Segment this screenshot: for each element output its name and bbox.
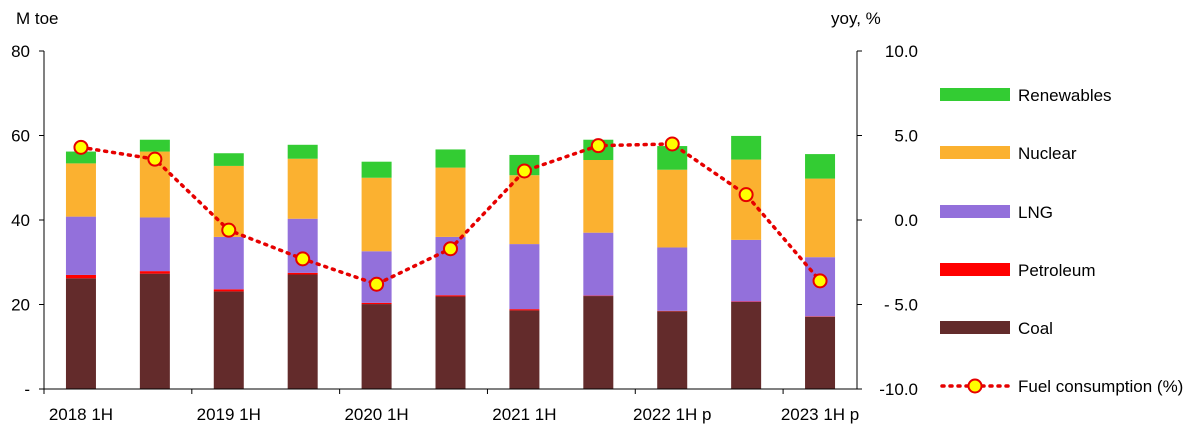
left-tick-label: 20 bbox=[11, 296, 30, 315]
bar-renewables bbox=[435, 149, 466, 168]
bar-lng bbox=[657, 247, 688, 311]
bar-renewables bbox=[657, 146, 688, 170]
line-marker bbox=[738, 187, 754, 203]
left-tick-label: - bbox=[24, 380, 30, 399]
x-tick-label: 2018 1H bbox=[49, 405, 113, 424]
legend-label-fuel-consumption: Fuel consumption (%) bbox=[1018, 377, 1183, 396]
legend-label-lng: LNG bbox=[1018, 203, 1053, 222]
bar-coal bbox=[361, 304, 392, 389]
x-axis-labels: 2018 1H 2019 1H 2020 1H 2021 1H 2022 1H p 202… bbox=[49, 405, 859, 424]
bar-lng bbox=[583, 232, 614, 296]
bar-nuclear bbox=[287, 158, 318, 219]
bar-nuclear bbox=[361, 177, 392, 252]
bar-coal bbox=[65, 278, 96, 389]
fuel-consumption-line bbox=[73, 136, 828, 292]
bar-renewables bbox=[361, 161, 392, 178]
bar-nuclear bbox=[657, 169, 688, 248]
bar-nuclear bbox=[583, 160, 614, 233]
line-marker bbox=[221, 222, 237, 238]
legend-label-coal: Coal bbox=[1018, 319, 1053, 338]
bar-coal bbox=[731, 301, 762, 389]
x-tick-label: 2023 1H p bbox=[781, 405, 859, 424]
line-marker bbox=[664, 136, 680, 152]
right-tick-label: 0.0 bbox=[894, 211, 918, 230]
bar-coal bbox=[213, 291, 244, 389]
bar-lng bbox=[509, 244, 540, 310]
left-tick-label: 60 bbox=[11, 127, 30, 146]
right-tick-label: -10.0 bbox=[879, 380, 918, 399]
line-marker bbox=[443, 241, 458, 257]
bar-petroleum bbox=[139, 271, 170, 274]
x-tick-label: 2019 1H bbox=[197, 405, 261, 424]
legend-label-nuclear: Nuclear bbox=[1018, 144, 1077, 163]
legend: Renewables Nuclear LNG Petroleum Coal Fuel co… bbox=[940, 86, 1183, 396]
left-axis: - 20 40 60 80 bbox=[11, 42, 44, 399]
line-marker bbox=[295, 251, 311, 267]
bar-petroleum bbox=[361, 302, 392, 305]
left-tick-label: 40 bbox=[11, 211, 30, 230]
bar-coal bbox=[805, 316, 836, 389]
bar-renewables bbox=[287, 144, 318, 159]
line-marker bbox=[812, 273, 828, 289]
line-marker bbox=[73, 139, 89, 155]
bar-coal bbox=[509, 310, 540, 389]
bar-petroleum bbox=[435, 295, 466, 297]
bar-renewables bbox=[805, 154, 836, 179]
axes-lines bbox=[43, 51, 858, 394]
legend-line-marker bbox=[967, 378, 983, 394]
bar-coal bbox=[657, 311, 688, 389]
bar-lng bbox=[65, 216, 96, 275]
bar-lng bbox=[213, 236, 244, 290]
left-tick-label: 80 bbox=[11, 42, 30, 61]
x-tick-label: 2020 1H bbox=[344, 405, 408, 424]
bar-nuclear bbox=[805, 178, 836, 258]
legend-swatch-renewables bbox=[940, 88, 1010, 101]
bar-renewables bbox=[139, 139, 170, 152]
right-axis: -10.0 - 5.0 0.0 5.0 10.0 bbox=[857, 42, 918, 399]
right-tick-label: 5.0 bbox=[894, 127, 918, 146]
right-tick-label: 10.0 bbox=[885, 42, 918, 61]
bar-petroleum bbox=[509, 309, 540, 311]
bar-coal bbox=[435, 296, 466, 389]
left-axis-unit: M toe bbox=[16, 9, 59, 28]
line-marker bbox=[147, 151, 163, 167]
bar-nuclear bbox=[65, 163, 96, 217]
bar-coal bbox=[287, 274, 318, 389]
bar-petroleum bbox=[213, 289, 244, 292]
bar-renewables bbox=[731, 135, 762, 160]
bar-nuclear bbox=[509, 175, 540, 245]
legend-swatch-nuclear bbox=[940, 146, 1010, 159]
right-axis-unit: yoy, % bbox=[831, 9, 881, 28]
bars bbox=[65, 135, 836, 389]
line-marker bbox=[590, 138, 606, 154]
bar-petroleum bbox=[65, 274, 96, 279]
legend-swatch-petroleum bbox=[940, 263, 1010, 276]
bar-nuclear bbox=[435, 167, 466, 237]
line-marker bbox=[516, 163, 532, 179]
bar-renewables bbox=[65, 151, 96, 164]
bar-lng bbox=[731, 239, 762, 302]
legend-label-petroleum: Petroleum bbox=[1018, 261, 1095, 280]
bar-coal bbox=[583, 296, 614, 389]
x-tick-label: 2021 1H bbox=[492, 405, 556, 424]
bar-lng bbox=[139, 217, 170, 272]
legend-label-renewables: Renewables bbox=[1018, 86, 1112, 105]
legend-swatch-lng bbox=[940, 205, 1010, 218]
bar-renewables bbox=[213, 153, 244, 166]
bar-coal bbox=[139, 273, 170, 389]
legend-swatch-coal bbox=[940, 321, 1010, 334]
x-tick-label: 2022 1H p bbox=[633, 405, 711, 424]
bar-petroleum bbox=[287, 272, 318, 275]
line-marker bbox=[369, 276, 385, 292]
right-tick-label: - 5.0 bbox=[884, 296, 918, 315]
